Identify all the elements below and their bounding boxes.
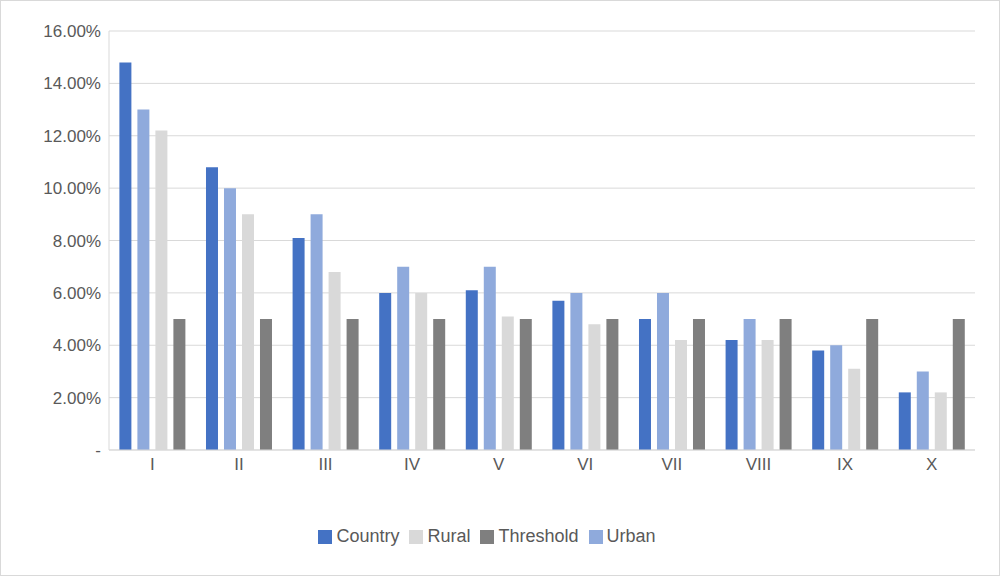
svg-text:8.00%: 8.00% [53,232,101,251]
svg-text:VIII: VIII [746,455,772,474]
svg-text:I: I [150,455,155,474]
svg-text:12.00%: 12.00% [43,127,101,146]
svg-text:2.00%: 2.00% [53,389,101,408]
svg-text:10.00%: 10.00% [43,179,101,198]
svg-text:VII: VII [662,455,683,474]
svg-text:IX: IX [837,455,853,474]
svg-text:-: - [95,441,101,460]
svg-text:VI: VI [577,455,593,474]
svg-text:14.00%: 14.00% [43,74,101,93]
html-text:Country: Country [336,526,400,546]
svg-text:III: III [318,455,332,474]
svg-text:16.00%: 16.00% [43,22,101,41]
html-text:Rural: Rural [427,526,471,546]
svg-text:II: II [234,455,243,474]
svg-text:4.00%: 4.00% [53,336,101,355]
svg-text:6.00%: 6.00% [53,284,101,303]
svg-text:IV: IV [404,455,421,474]
svg-text:V: V [493,455,505,474]
html-text:Threshold: Threshold [498,526,579,546]
html-text:Urban: Urban [606,526,656,546]
svg-text:X: X [926,455,937,474]
